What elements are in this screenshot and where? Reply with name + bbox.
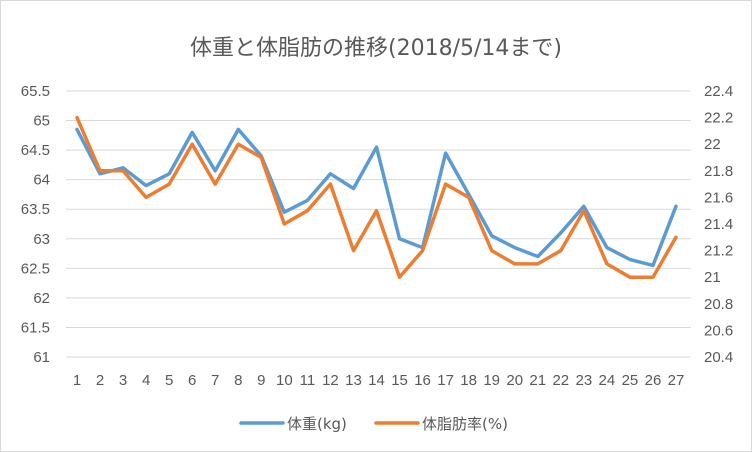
x-tick-label: 20 bbox=[506, 372, 523, 389]
x-tick-label: 19 bbox=[483, 372, 500, 389]
x-tick-label: 5 bbox=[165, 372, 173, 389]
series-line-1 bbox=[75, 127, 678, 268]
x-tick-label: 11 bbox=[300, 372, 316, 389]
x-tick-label: 24 bbox=[599, 372, 616, 389]
x-tick-label: 18 bbox=[460, 372, 477, 389]
left-tick-label: 61.5 bbox=[21, 319, 50, 336]
right-tick-label: 21.6 bbox=[704, 189, 733, 206]
series-lines bbox=[75, 115, 678, 279]
legend-label: 体脂肪率(%) bbox=[422, 415, 508, 433]
left-axis-ticks: 61 61.5 62 62.5 63 63.5 64 64.5 65 65.5 bbox=[21, 83, 50, 366]
right-tick-label: 22.4 bbox=[704, 83, 733, 100]
x-tick-label: 16 bbox=[414, 372, 431, 389]
right-tick-label: 20.4 bbox=[704, 349, 733, 366]
x-tick-label: 12 bbox=[322, 372, 339, 389]
x-tick-label: 6 bbox=[188, 372, 196, 389]
x-tick-label: 22 bbox=[552, 372, 569, 389]
right-tick-label: 22.2 bbox=[704, 110, 733, 127]
right-tick-label: 20.6 bbox=[704, 322, 733, 339]
left-tick-label: 64 bbox=[33, 172, 50, 189]
left-tick-label: 62.5 bbox=[21, 260, 50, 277]
left-tick-label: 63 bbox=[33, 231, 50, 248]
x-tick-label: 9 bbox=[257, 372, 265, 389]
left-tick-label: 65 bbox=[33, 113, 50, 130]
left-tick-label: 64.5 bbox=[21, 142, 50, 159]
x-tick-label: 13 bbox=[345, 372, 362, 389]
right-axis-ticks: 20.4 20.6 20.8 21 21.2 21.4 21.6 21.8 22 22.2 22.4 bbox=[704, 83, 733, 366]
x-tick-label: 10 bbox=[276, 372, 293, 389]
x-tick-label: 26 bbox=[645, 372, 662, 389]
x-tick-label: 25 bbox=[622, 372, 639, 389]
x-axis-ticks: 1 2 3 4 5 6 7 8 9 10 11 12 13 14 15 16 17 18 19 20 21 22 23 24 2… bbox=[73, 372, 685, 389]
x-tick-label: 17 bbox=[437, 372, 454, 389]
x-tick-label: 3 bbox=[119, 372, 127, 389]
left-tick-label: 61 bbox=[33, 349, 50, 366]
right-tick-label: 21.8 bbox=[704, 163, 733, 180]
left-tick-label: 65.5 bbox=[21, 83, 50, 100]
left-tick-label: 63.5 bbox=[21, 201, 50, 218]
right-tick-label: 22 bbox=[704, 136, 721, 153]
left-tick-label: 62 bbox=[33, 290, 50, 307]
legend-label: 体重(kg) bbox=[287, 415, 347, 433]
x-tick-label: 2 bbox=[96, 372, 104, 389]
right-tick-label: 21.2 bbox=[704, 243, 733, 260]
x-tick-label: 14 bbox=[368, 372, 385, 389]
x-tick-label: 23 bbox=[576, 372, 593, 389]
x-tick-label: 8 bbox=[234, 372, 242, 389]
gridlines bbox=[66, 90, 691, 358]
legend: 体重(kg) 体脂肪率(%) bbox=[239, 415, 508, 433]
series-line-2 bbox=[75, 115, 678, 279]
x-tick-label: 27 bbox=[668, 372, 685, 389]
x-tick-label: 1 bbox=[73, 372, 81, 389]
right-tick-label: 21.4 bbox=[704, 216, 733, 233]
x-tick-label: 21 bbox=[529, 372, 546, 389]
x-tick-label: 7 bbox=[211, 372, 219, 389]
x-tick-label: 4 bbox=[142, 372, 150, 389]
x-tick-label: 15 bbox=[391, 372, 408, 389]
right-tick-label: 21 bbox=[704, 269, 721, 286]
right-tick-label: 20.8 bbox=[704, 296, 733, 313]
chart-title: 体重と体脂肪の推移(2018/5/14まで) bbox=[190, 36, 562, 61]
